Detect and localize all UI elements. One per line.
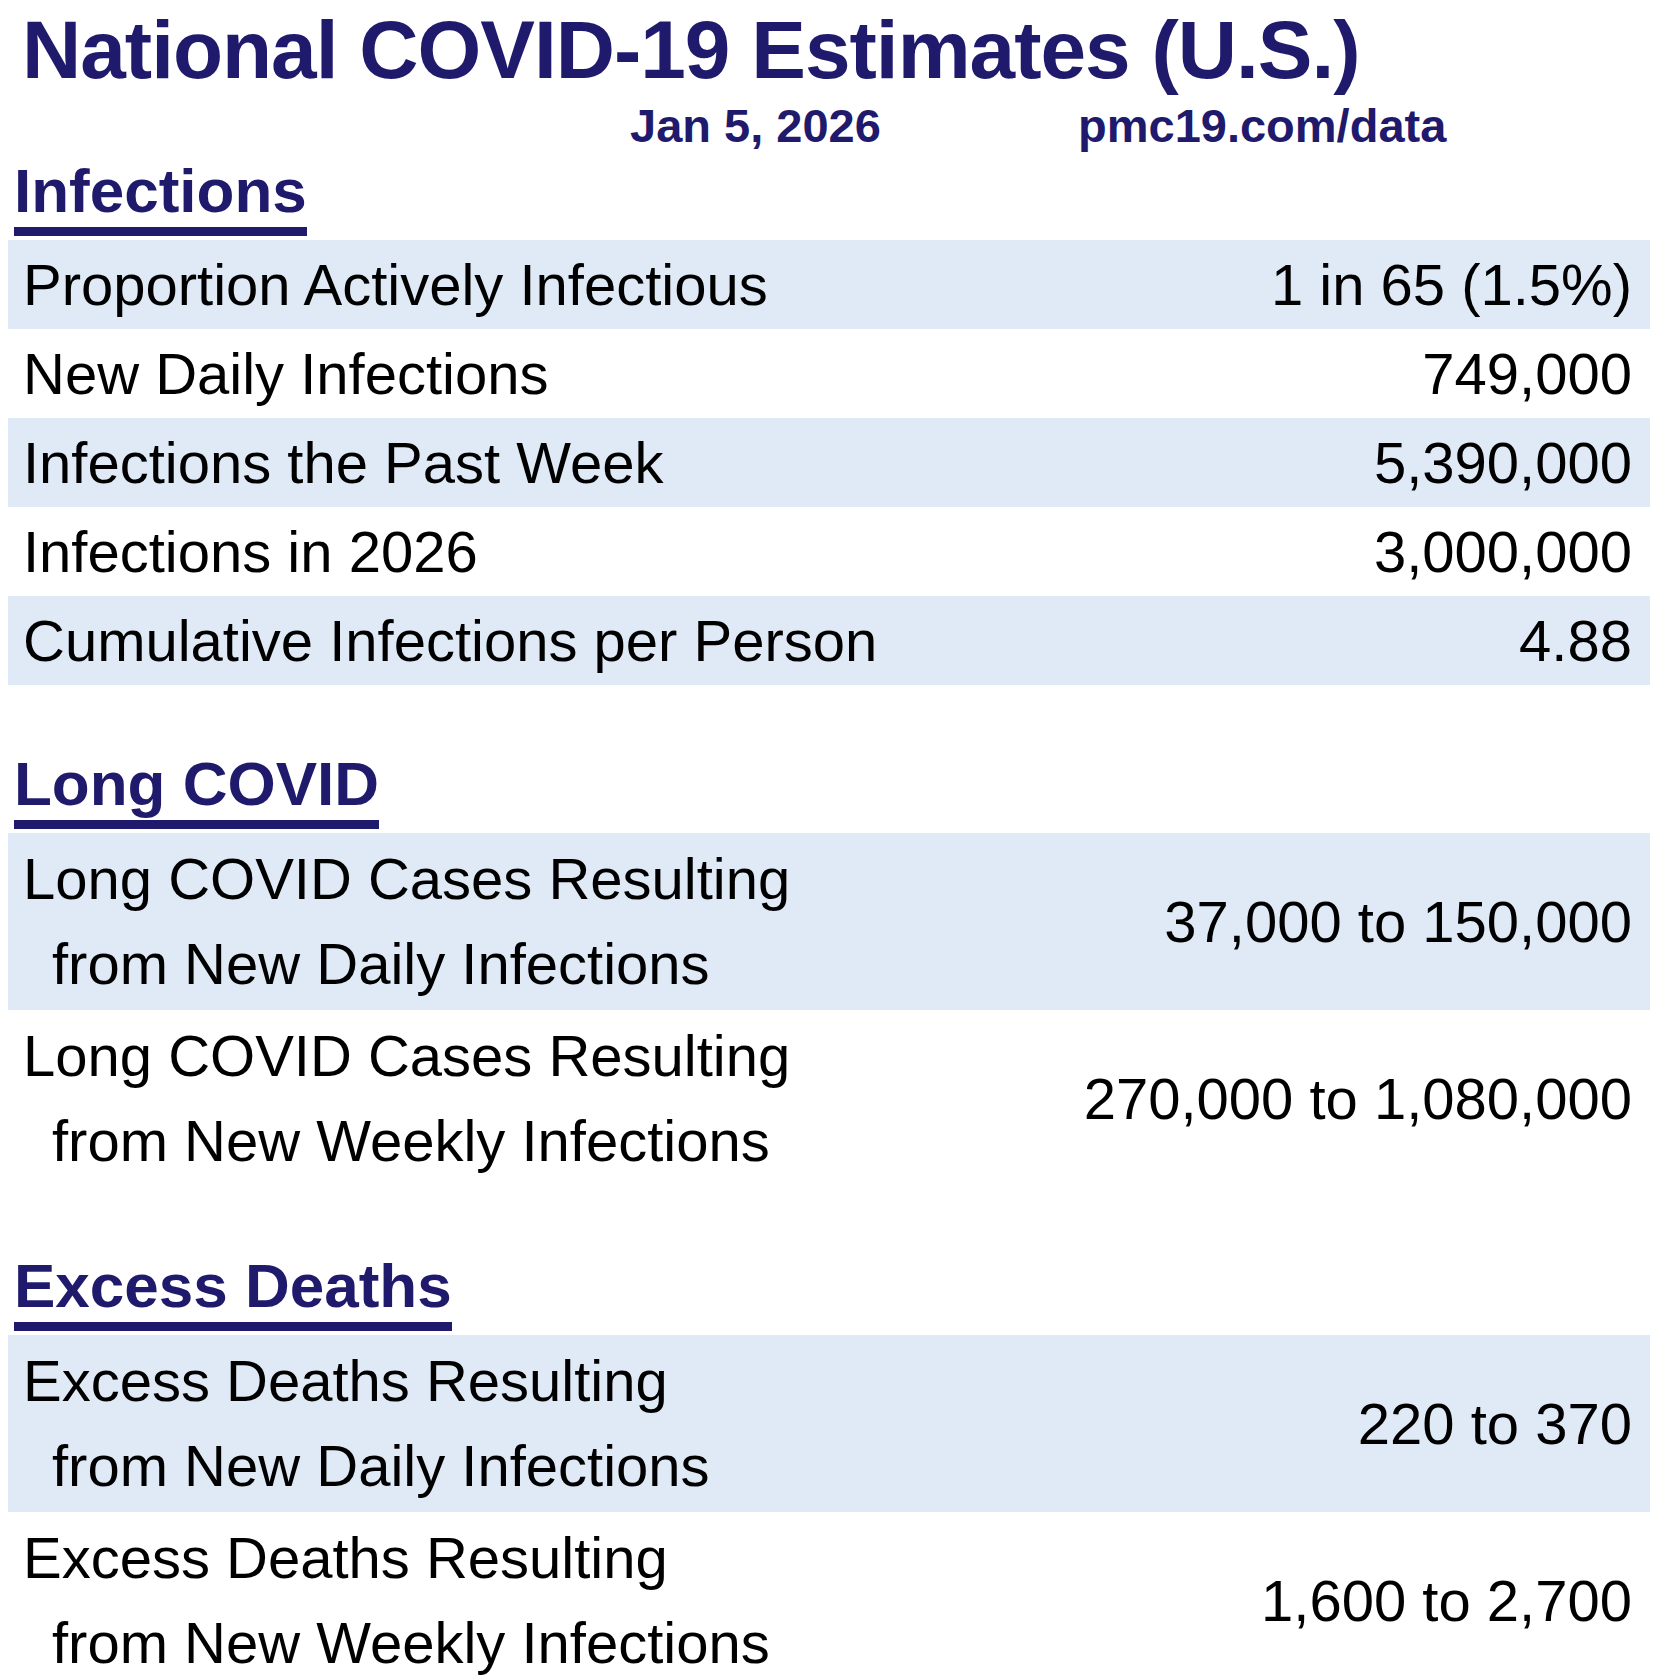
- row-label: New Daily Infections: [23, 331, 548, 416]
- section-heading-excess-deaths: Excess Deaths: [14, 1255, 452, 1331]
- row-label-line2: from New Daily Infections: [23, 1423, 710, 1508]
- row-value: 270,000 to 1,080,000: [1064, 1065, 1632, 1132]
- table-row-infections-in-2026: Infections in 2026 3,000,000: [8, 507, 1650, 596]
- page-title: National COVID-19 Estimates (U.S.): [22, 4, 1663, 96]
- table-row-proportion-actively-infectious: Proportion Actively Infectious 1 in 65 (…: [8, 240, 1650, 329]
- row-label-line1: Proportion Actively Infectious: [23, 242, 768, 327]
- row-label-line1: Excess Deaths Resulting: [23, 1515, 770, 1600]
- row-value: 749,000: [1402, 340, 1632, 407]
- row-label-line1: New Daily Infections: [23, 331, 548, 416]
- sections-container: Infections Proportion Actively Infectiou…: [0, 154, 1663, 1675]
- row-label: Infections in 2026: [23, 509, 478, 594]
- report-date: Jan 5, 2026: [630, 98, 881, 153]
- source-url: pmc19.com/data: [1078, 98, 1446, 153]
- table-row-excess-deaths-resulting-from-new-weekly-infections: Excess Deaths Resulting from New Weekly …: [8, 1512, 1650, 1675]
- table-row-excess-deaths-resulting-from-new-daily-infections: Excess Deaths Resulting from New Daily I…: [8, 1335, 1650, 1512]
- section-heading-long-covid: Long COVID: [14, 753, 379, 829]
- table-row-long-covid-cases-resulting-from-new-weekly-infections: Long COVID Cases Resulting from New Week…: [8, 1010, 1650, 1187]
- table-row-cumulative-infections-per-person: Cumulative Infections per Person 4.88: [8, 596, 1650, 685]
- row-value: 4.88: [1499, 607, 1632, 674]
- row-label: Cumulative Infections per Person: [23, 598, 877, 683]
- table-row-long-covid-cases-resulting-from-new-daily-infections: Long COVID Cases Resulting from New Dail…: [8, 833, 1650, 1010]
- row-label-line1: Infections in 2026: [23, 509, 478, 594]
- row-value: 1 in 65 (1.5%): [1251, 251, 1632, 318]
- section-excess-deaths: Excess Deaths Excess Deaths Resulting fr…: [0, 1249, 1663, 1675]
- row-label-line2: from New Daily Infections: [23, 921, 790, 1006]
- row-value: 37,000 to 150,000: [1144, 888, 1632, 955]
- row-value: 5,390,000: [1354, 429, 1632, 496]
- row-label: Long COVID Cases Resulting from New Week…: [23, 1013, 790, 1183]
- section-rows: Long COVID Cases Resulting from New Dail…: [8, 833, 1650, 1187]
- table-row-new-daily-infections: New Daily Infections 749,000: [8, 329, 1650, 418]
- row-label-line2: from New Weekly Infections: [23, 1600, 770, 1675]
- row-label: Proportion Actively Infectious: [23, 242, 768, 327]
- row-value: 220 to 370: [1338, 1390, 1632, 1457]
- section-rows: Proportion Actively Infectious 1 in 65 (…: [8, 240, 1650, 685]
- row-label: Long COVID Cases Resulting from New Dail…: [23, 836, 790, 1006]
- row-label-line1: Cumulative Infections per Person: [23, 598, 877, 683]
- row-label-line1: Excess Deaths Resulting: [23, 1338, 710, 1423]
- national-covid-estimates-sheet: National COVID-19 Estimates (U.S.) Jan 5…: [0, 4, 1663, 1675]
- section-heading-infections: Infections: [14, 160, 307, 236]
- row-value: 3,000,000: [1354, 518, 1632, 585]
- section-long-covid: Long COVID Long COVID Cases Resulting fr…: [0, 747, 1663, 1187]
- row-label-line1: Infections the Past Week: [23, 420, 664, 505]
- section-rows: Excess Deaths Resulting from New Daily I…: [8, 1335, 1650, 1675]
- section-infections: Infections Proportion Actively Infectiou…: [0, 154, 1663, 685]
- row-label: Infections the Past Week: [23, 420, 664, 505]
- table-row-infections-the-past-week: Infections the Past Week 5,390,000: [8, 418, 1650, 507]
- row-label-line1: Long COVID Cases Resulting: [23, 1013, 790, 1098]
- row-value: 1,600 to 2,700: [1241, 1567, 1632, 1634]
- dateline: Jan 5, 2026 pmc19.com/data: [0, 96, 1663, 154]
- row-label-line2: from New Weekly Infections: [23, 1098, 790, 1183]
- row-label-line1: Long COVID Cases Resulting: [23, 836, 790, 921]
- row-label: Excess Deaths Resulting from New Daily I…: [23, 1338, 710, 1508]
- row-label: Excess Deaths Resulting from New Weekly …: [23, 1515, 770, 1675]
